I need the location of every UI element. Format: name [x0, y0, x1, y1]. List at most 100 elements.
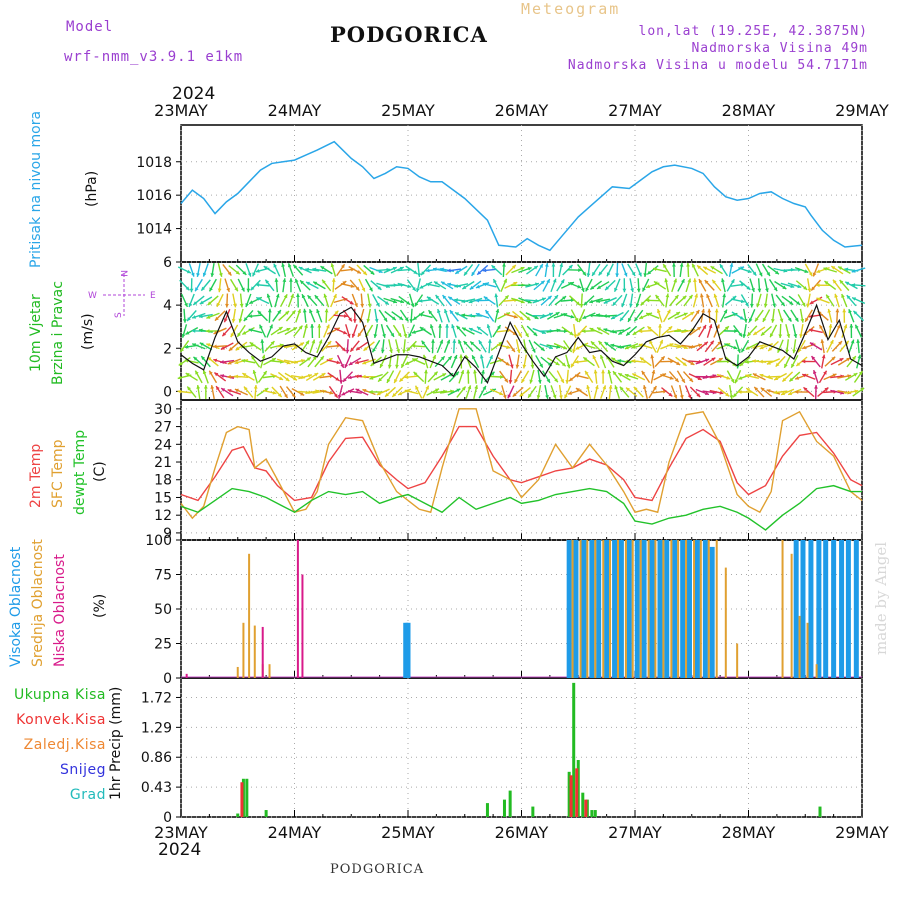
wind-arrowhead	[578, 268, 582, 273]
total-precip-bar	[245, 778, 249, 817]
wind-arrowhead	[241, 358, 246, 363]
wind-arrowhead	[227, 271, 232, 276]
wind-arrowhead	[593, 369, 598, 374]
high-cloud-bar	[573, 540, 579, 678]
wind-arrowhead	[513, 282, 518, 286]
wind-arrowhead	[521, 378, 525, 383]
wind-arrowhead	[618, 331, 623, 335]
x-tick-label-bottom: 24MAY	[268, 823, 322, 842]
high-cloud-bar	[709, 546, 715, 678]
wind-arrowhead	[803, 286, 808, 290]
high-cloud-bar	[853, 540, 859, 678]
mid-cloud-bar	[639, 540, 642, 678]
wind-arrowhead	[585, 370, 589, 375]
wind-arrowhead	[507, 394, 512, 399]
wind-arrowhead	[475, 298, 480, 303]
wind-arrowhead	[642, 385, 647, 390]
wind-arrowhead	[342, 281, 347, 285]
wind-arrowhead	[318, 339, 323, 344]
y-tick-label: 30	[154, 402, 172, 418]
wind-arrowhead	[690, 311, 695, 316]
wind-arrowhead	[346, 333, 351, 338]
wind-arrowhead	[570, 363, 575, 368]
wind-arrowhead	[772, 303, 776, 308]
wind-arrowhead	[445, 324, 449, 328]
wind-arrowhead	[520, 299, 525, 304]
wind-arrowhead	[373, 334, 378, 338]
wind-arrowhead	[624, 345, 629, 350]
total-precip-bar	[567, 771, 571, 817]
wind-arrowhead	[464, 271, 468, 276]
wind-arrowhead	[824, 281, 829, 285]
wind-arrowhead	[328, 358, 333, 362]
x-tick-label-bottom: 29MAY	[835, 823, 889, 842]
wind-arrowhead	[376, 302, 380, 307]
wind-arrowhead	[316, 309, 320, 314]
wind-arrowhead	[525, 333, 529, 338]
y-tick-label: 25	[154, 637, 172, 653]
wind-arrowhead	[746, 285, 751, 290]
high-cloud-bar	[634, 540, 640, 678]
wind-arrowhead	[287, 263, 292, 268]
wind-arrowhead	[854, 389, 859, 394]
wind-arrowhead	[719, 390, 724, 395]
wind-arrowhead	[209, 287, 213, 292]
wind-arrowhead	[241, 287, 245, 292]
wind-arrowhead	[603, 328, 608, 332]
wind-arrowhead	[428, 310, 433, 315]
wind-arrowhead	[461, 386, 466, 391]
wind-arrowhead	[470, 341, 475, 346]
mid-cloud-bar	[609, 540, 612, 678]
wind-arrowhead	[766, 374, 770, 379]
y-tick-label: 1016	[136, 188, 172, 204]
wind-arrowhead	[520, 266, 525, 271]
wind-arrowhead	[796, 362, 801, 366]
wind-arrowhead	[615, 273, 620, 277]
wind-arrowhead	[693, 278, 697, 282]
wind-arrowhead	[697, 265, 701, 270]
wind-arrowhead	[377, 286, 382, 290]
wind-arrowhead	[246, 288, 251, 293]
wind-arrowhead	[752, 373, 757, 377]
wind-arrowhead	[292, 376, 297, 381]
y-tick-label: 1014	[136, 222, 172, 238]
wind-arrowhead	[522, 364, 527, 369]
mid-cloud-bar	[685, 540, 688, 678]
wind-arrowhead	[378, 377, 382, 382]
wind-arrowhead	[790, 284, 795, 289]
wind-arrowhead	[673, 394, 678, 399]
x-tick-label-bottom: 28MAY	[722, 823, 776, 842]
wind-arrowhead	[392, 393, 397, 397]
wind-arrowhead	[382, 333, 386, 338]
wind-arrowhead	[341, 347, 346, 352]
y-tick-label: 15	[154, 490, 172, 506]
wind-arrowhead	[408, 333, 412, 338]
wind-arrowhead	[242, 331, 247, 335]
wind-arrowhead	[568, 391, 572, 395]
high-cloud-bar	[657, 540, 663, 678]
wind-arrowhead	[202, 272, 207, 277]
wind-arrowhead	[187, 317, 191, 322]
wind-arrowhead	[357, 332, 362, 337]
wind-arrowhead	[293, 264, 298, 269]
wind-arrowhead	[360, 303, 365, 308]
wind-arrowhead	[499, 391, 504, 396]
wind-arrowhead	[814, 385, 818, 389]
wind-arrowhead	[252, 272, 256, 277]
wind-arrowhead	[366, 318, 371, 323]
wind-arrowhead	[552, 278, 557, 283]
wind-arrowhead	[626, 331, 631, 336]
mid-cloud-bar	[662, 540, 665, 678]
wind-arrowhead	[442, 373, 447, 377]
wind-arrowhead	[856, 339, 861, 343]
wind-arrowhead	[320, 266, 325, 270]
wind-arrowhead	[781, 391, 786, 396]
wind-arrowhead	[220, 360, 224, 364]
wind-arrowhead	[851, 283, 856, 287]
wind-arrowhead	[227, 360, 232, 365]
x-tick-label-top: 28MAY	[722, 101, 776, 120]
wind-arrowhead	[551, 263, 556, 267]
wind-arrowhead	[565, 380, 570, 384]
wind-arrowhead	[737, 390, 742, 394]
total-precip-bar	[581, 792, 585, 817]
